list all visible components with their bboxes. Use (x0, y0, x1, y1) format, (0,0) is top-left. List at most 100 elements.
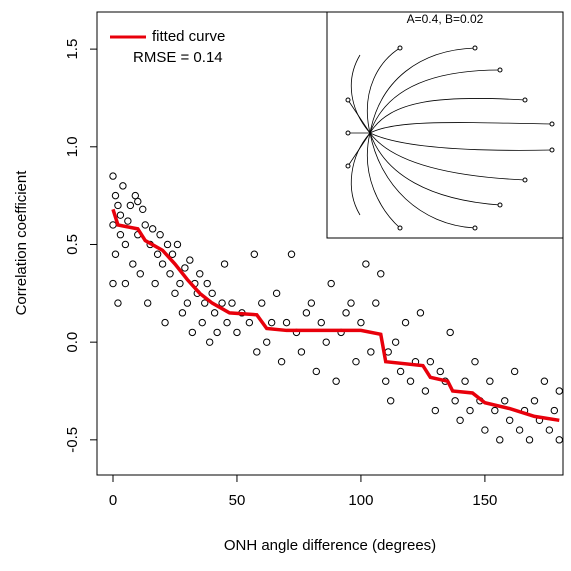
point (396, 367, 405, 376)
point (258, 299, 266, 307)
x-tick-label: 100 (348, 492, 373, 509)
point (357, 318, 365, 327)
legend-label: fitted curve (152, 28, 225, 45)
point (163, 240, 172, 249)
point (426, 357, 435, 366)
point (372, 299, 380, 307)
point (171, 289, 179, 298)
y-tick-label: -0.5 (64, 427, 81, 453)
point (456, 416, 464, 424)
point (391, 338, 400, 346)
x-axis-label: ONH angle difference (degrees) (224, 537, 436, 554)
point (153, 250, 162, 258)
point (312, 367, 321, 376)
point (386, 397, 395, 405)
point (471, 357, 479, 366)
point (201, 299, 209, 307)
annotation: RMSE = 0.14 (133, 49, 223, 66)
point (382, 377, 390, 385)
point (126, 201, 135, 210)
point (267, 318, 276, 327)
point (282, 318, 291, 327)
point (322, 338, 330, 346)
y-axis-label: Correlation coefficient (13, 170, 30, 316)
inset: A=0.4, B=0.02 (326, 11, 564, 239)
point (545, 426, 554, 434)
point (525, 436, 534, 444)
point (119, 182, 127, 190)
point (109, 221, 117, 229)
point (233, 328, 241, 337)
x-tick-label: 50 (229, 492, 246, 509)
y-tick-label: 1.0 (64, 136, 81, 157)
point (213, 328, 221, 337)
point (111, 250, 120, 258)
point (307, 299, 316, 307)
point (136, 270, 144, 278)
inset-nodes (345, 45, 555, 231)
point (481, 426, 489, 434)
point (550, 406, 559, 415)
point (421, 387, 430, 395)
x-tick-label: 0 (109, 492, 117, 509)
point (515, 426, 524, 434)
inset-frame (326, 11, 564, 239)
point (253, 348, 261, 356)
point (188, 328, 197, 337)
point (466, 406, 474, 415)
point (141, 221, 149, 229)
point (148, 225, 157, 233)
point (317, 318, 325, 327)
point (555, 436, 563, 444)
point (287, 250, 296, 258)
inset-title: A=0.4, B=0.02 (407, 12, 484, 26)
point (139, 205, 147, 214)
point (198, 318, 206, 327)
point (109, 172, 117, 180)
point (461, 377, 469, 385)
point (302, 309, 311, 317)
x-tick-label: 150 (472, 492, 497, 509)
point (555, 387, 563, 395)
point (510, 367, 519, 376)
y-tick-label: 1.5 (64, 39, 81, 60)
point (166, 270, 174, 278)
point (114, 201, 122, 210)
point (406, 377, 415, 385)
point (218, 299, 226, 307)
point (208, 289, 216, 298)
point (129, 260, 137, 268)
point (116, 231, 125, 239)
point (297, 348, 306, 356)
point (245, 318, 254, 327)
point (501, 397, 509, 405)
point (178, 309, 187, 317)
point (181, 264, 189, 272)
point (431, 406, 440, 415)
point (377, 270, 385, 278)
point (352, 357, 360, 366)
point (401, 318, 410, 327)
point (109, 279, 117, 288)
point (186, 256, 194, 264)
point (220, 260, 229, 268)
point (277, 357, 286, 366)
point (156, 231, 164, 239)
point (228, 299, 236, 307)
point (205, 338, 214, 346)
point (183, 299, 192, 307)
point (272, 289, 281, 298)
point (203, 279, 211, 288)
point (327, 279, 335, 288)
point (124, 217, 132, 225)
point (491, 406, 499, 415)
point (121, 240, 130, 249)
y-tick-label: 0.0 (64, 332, 81, 353)
point (116, 211, 125, 219)
point (446, 328, 454, 337)
point (161, 318, 169, 327)
y-tick-label: 0.5 (64, 234, 81, 255)
point (196, 270, 204, 278)
point (144, 299, 152, 307)
